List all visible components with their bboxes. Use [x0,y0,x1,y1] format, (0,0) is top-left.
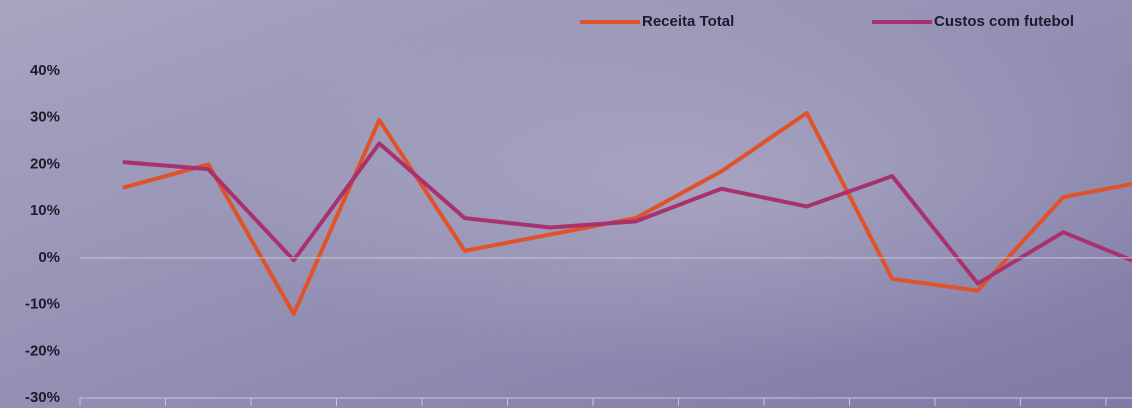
legend-label: Custos com futebol [934,13,1074,30]
y-tick-label: -10% [25,296,60,313]
y-tick-label: -20% [25,342,60,359]
y-tick-label: 0% [38,249,60,266]
y-tick-label: -30% [25,389,60,406]
series-line [122,141,1132,286]
plot-area [122,111,1132,316]
y-tick-label: 30% [30,109,60,126]
y-tick-label: 40% [30,62,60,79]
legend-label: Receita Total [642,13,734,30]
y-tick-label: 10% [30,202,60,219]
y-tick-label: 20% [30,155,60,172]
series-line [122,111,1132,316]
